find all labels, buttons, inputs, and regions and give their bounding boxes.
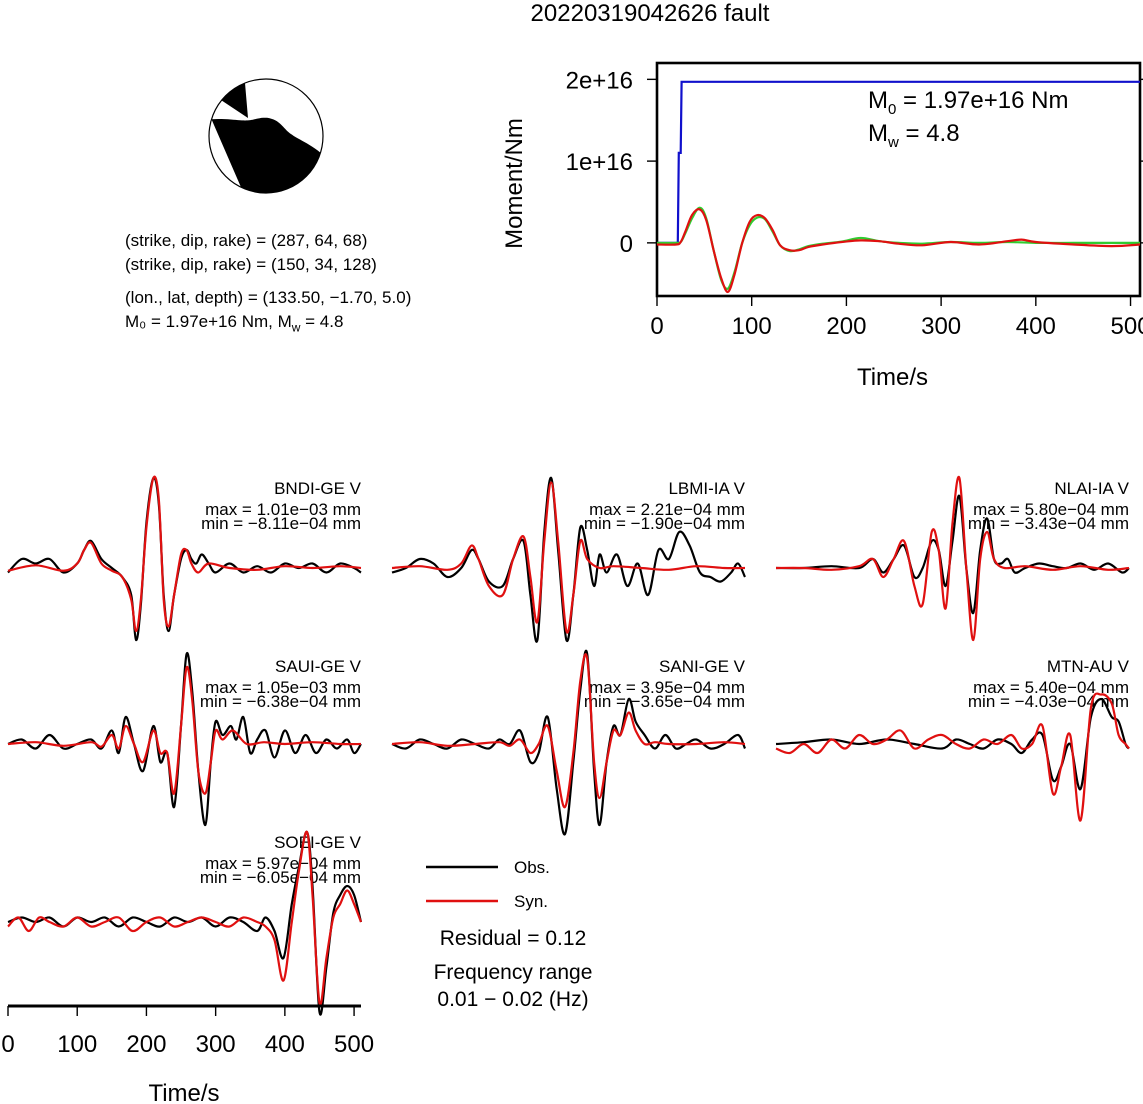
station-min: min = −6.05e−04 mm — [200, 868, 361, 887]
moment-ytick-label: 2e+16 — [566, 67, 633, 94]
beachball-compression-lobe — [211, 117, 321, 193]
station-name: SOEI-GE V — [274, 833, 362, 852]
moment-line: M₀ = 1.97e+16 Nm, Mw = 4.8 — [125, 313, 343, 333]
moment-m0-annotation: M0 = 1.97e+16 Nm — [868, 87, 1068, 118]
moment-chart: 0 100 200 300 400 500 0 1e+16 2e+16 Time/s Moment/… — [501, 61, 1143, 391]
station-name: LBMI-IA V — [668, 479, 745, 498]
nodal-plane-1: (strike, dip, rake) = (287, 64, 68) — [125, 231, 368, 250]
moment-mw-symbol: M — [277, 312, 292, 331]
time-xlabel: Time/s — [148, 1080, 219, 1104]
station-max: max = 5.40e−04 mm — [973, 678, 1129, 697]
frequency-title: Frequency range — [433, 961, 593, 984]
mw-sub: w — [887, 134, 899, 151]
moment-ytick-label: 1e+16 — [566, 149, 633, 176]
m0-symbol: M — [868, 87, 888, 114]
synthetic-trace — [775, 692, 1130, 822]
frequency-range: 0.01 − 0.02 (Hz) — [437, 988, 589, 1011]
moment-series-stf_green — [656, 206, 1140, 291]
time-xtick-label: 0 — [1, 1031, 14, 1058]
moment-m0: M₀ = 1.97e+16 Nm, — [125, 312, 278, 331]
synthetic-trace — [7, 830, 363, 1006]
moment-xtick-label: 500 — [1111, 313, 1143, 340]
time-xtick-label: 300 — [196, 1031, 236, 1058]
synthetic-trace — [391, 481, 746, 634]
station-max: max = 5.80e−04 mm — [973, 500, 1129, 519]
moment-ylabel: Moment/Nm — [501, 118, 528, 249]
legend: Obs. Syn. — [426, 858, 550, 911]
station-max: max = 1.05e−03 mm — [205, 678, 361, 697]
synthetic-trace — [7, 665, 362, 795]
station-name: NLAI-IA V — [1054, 479, 1129, 498]
moment-xtick-label: 300 — [921, 313, 961, 340]
figure-title: 20220319042626 fault — [530, 0, 770, 27]
moment-xtick-label: 100 — [732, 313, 772, 340]
synthetic-trace — [775, 475, 1130, 642]
moment-xtick-label: 0 — [650, 313, 663, 340]
station-min: min = −3.43e−04 mm — [968, 514, 1129, 533]
m0-value: = 1.97e+16 Nm — [896, 87, 1068, 114]
station-name: SAUI-GE V — [275, 657, 362, 676]
moment-plot-frame — [655, 61, 1142, 298]
m0-sub: 0 — [888, 101, 896, 118]
station-name: MTN-AU V — [1047, 657, 1130, 676]
moment-mw-sub: w — [291, 320, 301, 335]
moment-mw-value: = 4.8 — [300, 312, 344, 331]
moment-series-synthetic — [656, 208, 1141, 293]
observed-trace — [775, 697, 1130, 791]
beachball-small-lobe — [221, 83, 248, 118]
time-xtick-label: 500 — [334, 1031, 374, 1058]
moment-xtick-label: 400 — [1016, 313, 1056, 340]
synthetic-trace — [391, 653, 746, 809]
time-xtick-label: 100 — [57, 1031, 97, 1058]
station-max: max = 2.21e−04 mm — [589, 500, 745, 519]
station-name: SANI-GE V — [659, 657, 746, 676]
moment-mw-annotation: Mw = 4.8 — [868, 120, 960, 151]
station-max: max = 3.95e−04 mm — [589, 678, 745, 697]
station-min: min = −1.90e−04 mm — [584, 514, 745, 533]
station-max: max = 1.01e−03 mm — [205, 500, 361, 519]
legend-obs-label: Obs. — [514, 858, 550, 877]
time-xtick-label: 400 — [265, 1031, 305, 1058]
legend-syn-label: Syn. — [514, 892, 548, 911]
station-min: min = −3.65e−04 mm — [584, 692, 745, 711]
station-max: max = 5.97e−04 mm — [205, 854, 361, 873]
station-min: min = −4.03e−04 mm — [968, 692, 1129, 711]
nodal-plane-2: (strike, dip, rake) = (150, 34, 128) — [125, 255, 377, 274]
synthetic-trace — [7, 475, 362, 633]
mw-symbol: M — [868, 120, 888, 147]
moment-xtick-label: 200 — [826, 313, 866, 340]
station-min: min = −6.38e−04 mm — [200, 692, 361, 711]
station-min: min = −8.11e−04 mm — [201, 514, 361, 533]
residual-text: Residual = 0.12 — [439, 927, 587, 950]
moment-ytick-label: 0 — [620, 231, 633, 258]
time-xtick-label: 200 — [126, 1031, 166, 1058]
moment-xlabel: Time/s — [857, 364, 928, 391]
location-line: (lon., lat, depth) = (133.50, −1.70, 5.0… — [125, 288, 412, 307]
beachball-focal-mechanism — [208, 78, 324, 194]
station-name: BNDI-GE V — [274, 479, 362, 498]
mw-value: = 4.8 — [899, 120, 960, 147]
